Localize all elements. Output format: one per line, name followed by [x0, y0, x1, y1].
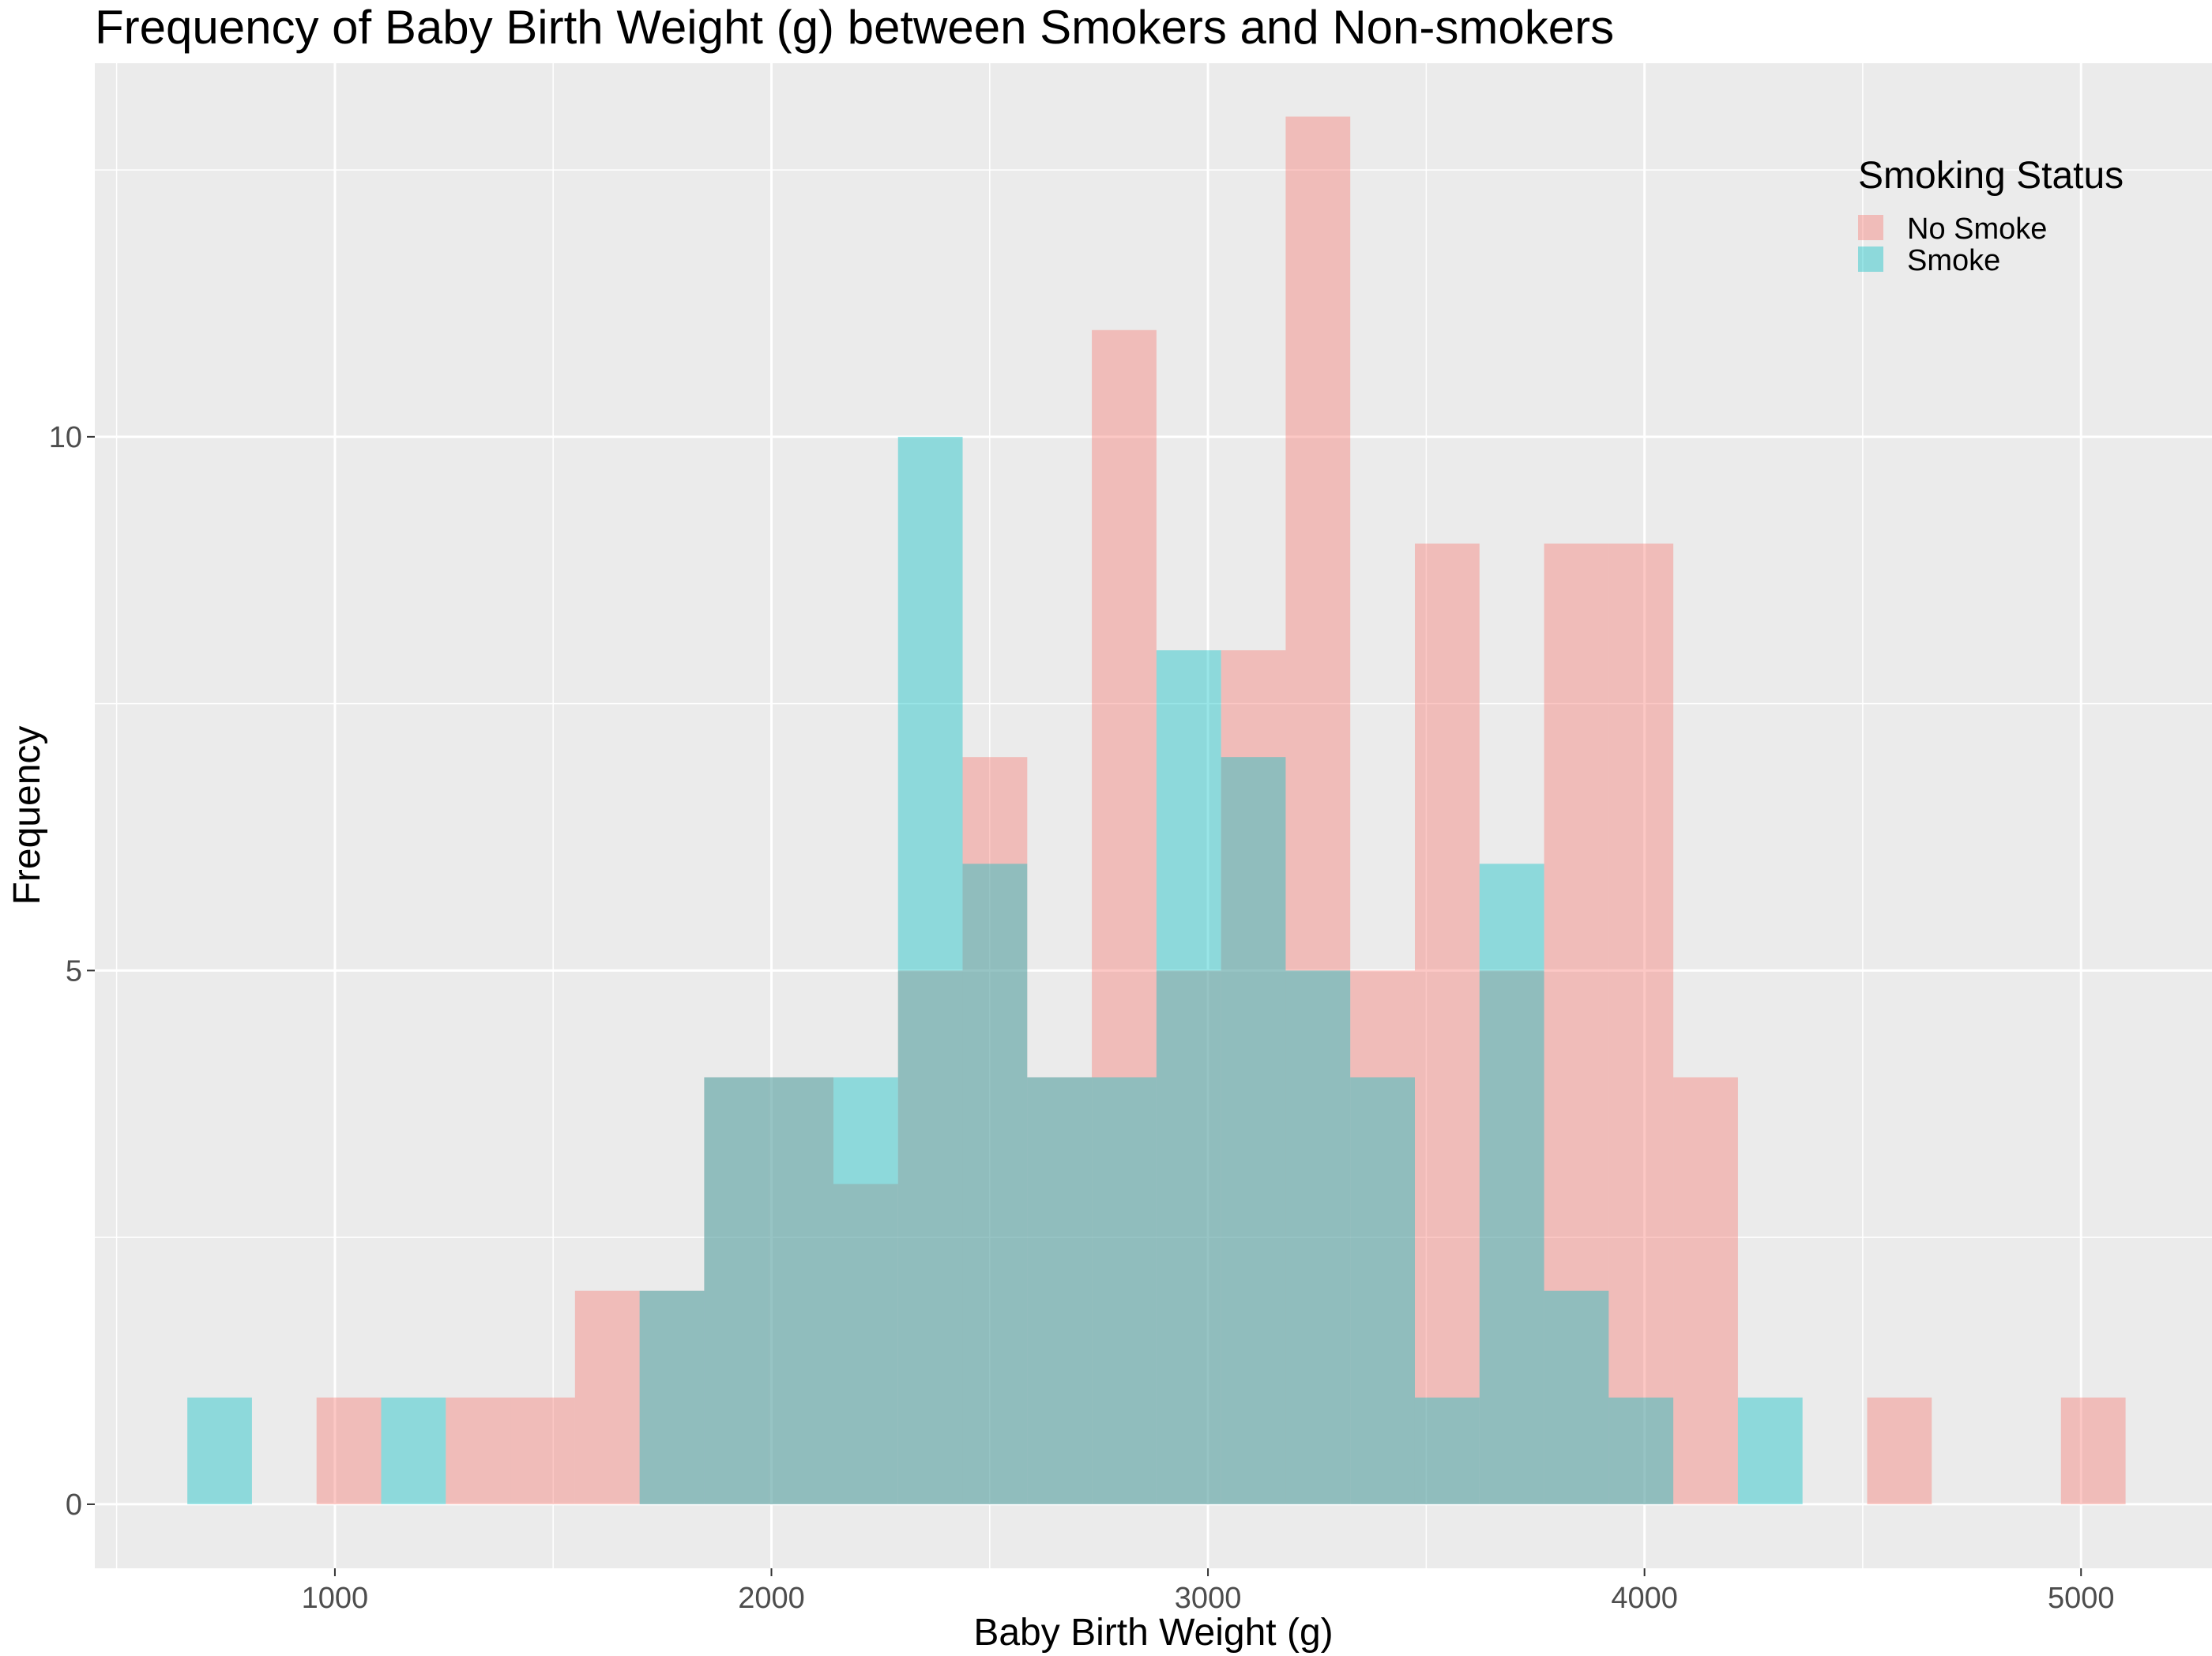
bar-smoke — [704, 1077, 769, 1504]
bar-smoke — [833, 1077, 898, 1504]
bar-no-smoke — [639, 1290, 705, 1504]
bar-no-smoke — [1867, 1397, 1932, 1504]
bar-smoke — [897, 436, 963, 1504]
bars-layer — [187, 116, 2126, 1504]
legend: Smoking Status No Smoke Smoke — [1858, 155, 2124, 277]
bar-no-smoke — [704, 1077, 769, 1504]
plot-panel — [95, 63, 2212, 1568]
bar-no-smoke — [1673, 1077, 1738, 1504]
x-tick-label: 5000 — [2048, 1582, 2115, 1615]
bar-no-smoke — [1285, 116, 1351, 1504]
bar-smoke — [962, 864, 1028, 1504]
bar-smoke — [1608, 1397, 1674, 1504]
legend-key-no-smoke — [1858, 215, 1883, 240]
bar-no-smoke — [1479, 970, 1544, 1504]
bar-no-smoke — [510, 1397, 575, 1504]
bar-no-smoke — [769, 1077, 833, 1504]
x-tick-label: 2000 — [738, 1582, 805, 1615]
bar-smoke — [1414, 1397, 1480, 1504]
y-tick-label: 10 — [49, 421, 82, 454]
legend-key-smoke — [1858, 247, 1883, 272]
bar-no-smoke — [962, 757, 1028, 1504]
bar-no-smoke — [574, 1290, 640, 1504]
x-axis-title: Baby Birth Weight (g) — [973, 1612, 1333, 1654]
bar-smoke — [769, 1077, 833, 1504]
bar-smoke — [1350, 1077, 1415, 1504]
grid-major — [95, 63, 2212, 1568]
bar-smoke — [1285, 970, 1351, 1504]
bar-smoke — [1221, 757, 1286, 1504]
grid-minor — [95, 63, 2212, 1568]
x-tick-label: 3000 — [1175, 1582, 1242, 1615]
bar-no-smoke — [316, 1397, 382, 1504]
ticks-layer: 1000 2000 3000 4000 5000 0 5 10 — [49, 421, 2115, 1615]
bar-smoke — [187, 1397, 252, 1504]
bar-smoke — [1156, 650, 1221, 1504]
bar-no-smoke — [1414, 543, 1480, 1504]
bar-no-smoke — [833, 1184, 898, 1504]
bar-no-smoke — [1221, 650, 1286, 1504]
bar-no-smoke — [1027, 1077, 1093, 1504]
bar-smoke — [1479, 864, 1544, 1504]
bar-smoke — [1544, 1290, 1609, 1504]
chart-title: Frequency of Baby Birth Weight (g) betwe… — [95, 1, 1614, 54]
legend-label-smoke: Smoke — [1907, 244, 2000, 277]
y-tick-label: 0 — [66, 1489, 82, 1522]
bar-no-smoke — [1092, 329, 1157, 1504]
y-tick-label: 5 — [66, 954, 82, 988]
bar-smoke — [381, 1397, 446, 1504]
legend-title: Smoking Status — [1858, 155, 2124, 197]
bar-smoke — [1092, 1077, 1157, 1504]
bar-no-smoke — [2060, 1397, 2126, 1504]
bar-no-smoke — [1544, 543, 1609, 1504]
bar-no-smoke — [897, 970, 963, 1504]
bar-no-smoke — [1156, 970, 1221, 1504]
y-axis-title: Frequency — [6, 726, 48, 905]
bar-smoke — [1027, 1077, 1093, 1504]
bar-smoke — [639, 1290, 705, 1504]
x-tick-label: 1000 — [302, 1582, 369, 1615]
bar-no-smoke — [1608, 543, 1674, 1504]
bar-no-smoke — [446, 1397, 511, 1504]
bar-smoke — [1737, 1397, 1803, 1504]
bar-no-smoke — [1350, 970, 1415, 1504]
x-tick-label: 4000 — [1611, 1582, 1678, 1615]
legend-label-no-smoke: No Smoke — [1907, 213, 2047, 246]
